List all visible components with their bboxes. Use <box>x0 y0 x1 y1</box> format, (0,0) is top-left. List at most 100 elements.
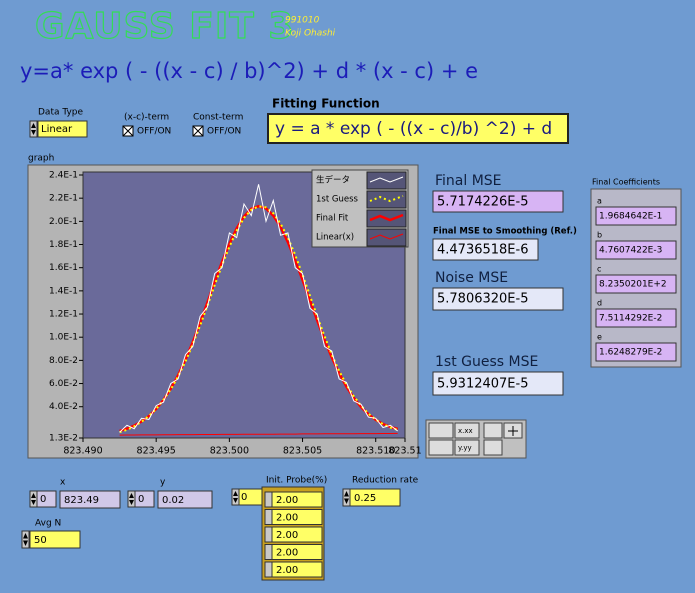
indicator <box>432 287 564 311</box>
tool[interactable] <box>483 422 503 439</box>
legend-swatch <box>369 176 404 183</box>
label: Final Coefficients <box>592 178 660 187</box>
numeric[interactable] <box>29 530 81 549</box>
tool[interactable] <box>454 439 480 456</box>
arrow <box>344 491 349 504</box>
y-tick-label: 1.8E-1 <box>49 240 78 250</box>
spinner[interactable] <box>264 491 273 508</box>
label: 1st Guess MSE <box>435 354 538 370</box>
arrow <box>31 493 36 505</box>
tool[interactable] <box>454 422 480 439</box>
indicator-value: 5.7806320E-5 <box>437 292 528 307</box>
label: Fitting Function <box>272 97 380 111</box>
label: y <box>160 478 166 488</box>
spinner[interactable] <box>264 526 273 543</box>
label: Init. Probe(%) <box>266 476 327 486</box>
x-tick-label: 823.510 <box>356 446 395 457</box>
indicator <box>432 371 564 396</box>
spinner[interactable] <box>264 561 273 578</box>
indicator <box>595 274 677 294</box>
x-tick-label: 823.500 <box>210 446 249 457</box>
spinner[interactable] <box>264 509 273 525</box>
coef-name: b <box>597 231 602 240</box>
arrow <box>129 493 134 505</box>
legend-label: Linear(x) <box>316 233 354 243</box>
legend-swatch <box>369 195 404 203</box>
menu[interactable] <box>37 120 88 138</box>
numeric-value: 2.00 <box>276 495 298 506</box>
coef-name: a <box>597 197 602 206</box>
index-value: 0 <box>138 494 144 505</box>
arrow <box>31 123 36 135</box>
y-tick-label: 2.2E-1 <box>49 194 78 204</box>
numeric[interactable] <box>271 544 323 560</box>
indicator-value: 8.2350201E+2 <box>599 280 667 290</box>
checkbox-label: OFF/ON <box>137 127 171 137</box>
spinner[interactable] <box>342 488 351 507</box>
numeric[interactable] <box>271 526 323 543</box>
y-tick-label: 1.4E-1 <box>49 286 78 296</box>
legend-swatch-bg <box>366 190 407 209</box>
indicator <box>157 490 213 509</box>
array: 2.00 2.00 2.00 2.00 2.00 <box>264 491 323 578</box>
indicator-value: 5.7174226E-5 <box>437 195 528 210</box>
spinner[interactable] <box>29 490 38 508</box>
icon <box>508 426 518 436</box>
menu-value: Linear <box>41 124 73 135</box>
numeric[interactable] <box>271 509 323 525</box>
checkbox-label: OFF/ON <box>207 127 241 137</box>
tool[interactable] <box>428 439 454 456</box>
indicator <box>595 240 677 260</box>
y-tick-label: 2.0E-1 <box>49 217 78 227</box>
spinner[interactable] <box>264 544 273 560</box>
y-tick-label: 8.0E-2 <box>49 356 78 366</box>
spinner[interactable] <box>231 488 240 506</box>
text-value: y = a * exp ( - ((x - c)/b) ^2) + d <box>275 119 552 139</box>
indicator-value: 823.49 <box>64 495 99 506</box>
label: Const-term <box>193 113 243 123</box>
label: Avg N <box>35 519 61 529</box>
chart: 2.4E-1 2.2E-1 2.0E-1 1.8E-1 1.6E-1 1.4E-1 1.2E… <box>49 169 422 457</box>
indicator <box>432 238 539 261</box>
legend-swatch <box>369 213 404 222</box>
coefficients: a 1.9684642E-1 b 4.7607422E-3 c 8.2350201E+2 d… <box>595 197 677 362</box>
numeric-value: 2.00 <box>276 548 298 559</box>
indicator-value: 4.7607422E-3 <box>599 246 662 256</box>
spinners <box>21 120 351 549</box>
check <box>192 125 204 137</box>
tool-label: y.yy <box>458 444 472 452</box>
x-tick-label: 823.505 <box>283 446 322 457</box>
numeric[interactable] <box>271 491 323 508</box>
indicator <box>59 490 121 509</box>
legend-label: 生データ <box>316 175 350 186</box>
indicator-value: 1.6248279E-2 <box>599 348 662 358</box>
indicator <box>432 190 564 213</box>
text-box[interactable] <box>267 113 569 144</box>
indicator-value: 1.9684642E-1 <box>599 212 662 222</box>
series-line <box>119 184 399 433</box>
coef-name: d <box>597 299 602 308</box>
series-line <box>119 432 398 436</box>
spinner[interactable] <box>21 530 30 549</box>
coef-name: e <box>597 333 602 342</box>
chart-title: graph <box>28 154 54 164</box>
tool[interactable] <box>483 439 503 456</box>
label: Final MSE to Smoothing (Ref.) <box>433 227 577 237</box>
tool-label: x.xx <box>458 427 473 435</box>
indicator-value: 0.02 <box>162 495 184 506</box>
spinner[interactable] <box>29 120 38 138</box>
y-tick-label: 2.4E-1 <box>49 171 78 181</box>
index-value: 0 <box>241 492 247 503</box>
spinner[interactable] <box>127 490 136 508</box>
arrow <box>233 491 238 503</box>
label: Final MSE <box>435 173 502 189</box>
numeric[interactable] <box>271 561 323 578</box>
indicator <box>595 342 677 362</box>
author: Koji Ohashi <box>285 29 336 39</box>
indicator-value: 5.9312407E-5 <box>437 377 528 392</box>
index-value: 0 <box>40 494 46 505</box>
label: Reduction rate <box>352 476 419 486</box>
y-tick-label: 4.0E-2 <box>49 402 78 412</box>
tool[interactable] <box>428 422 454 439</box>
